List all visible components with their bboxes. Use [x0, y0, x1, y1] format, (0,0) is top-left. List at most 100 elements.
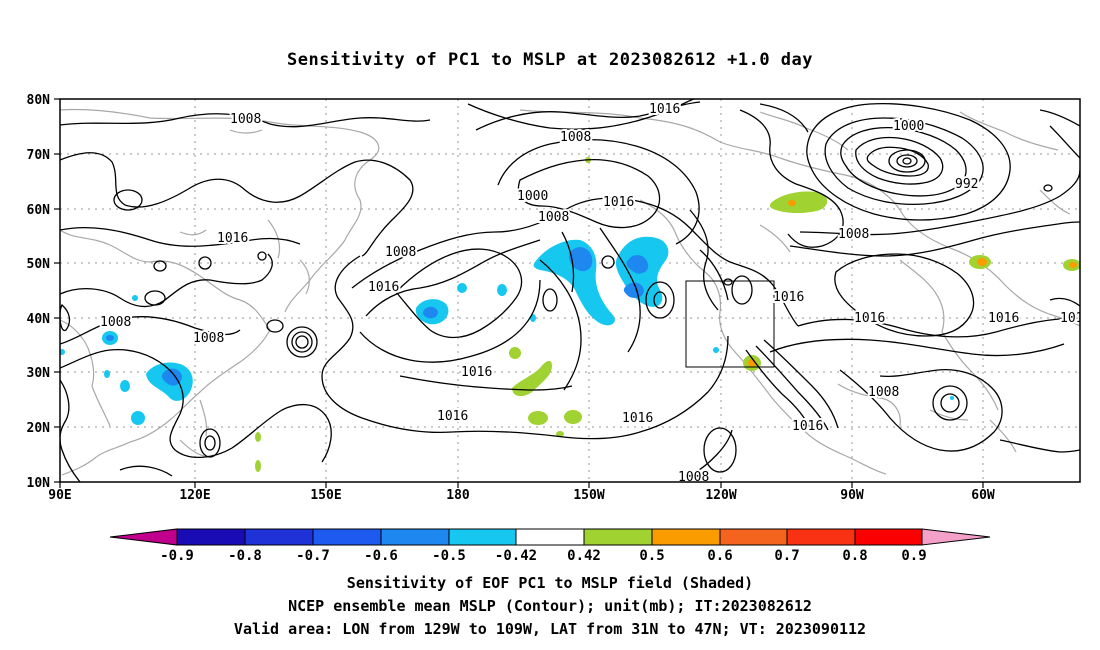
colorbar-segment [651, 528, 721, 546]
negative-region [120, 380, 130, 392]
map-title: Sensitivity of PC1 to MSLP at 2023082612… [286, 50, 813, 70]
colorbar-segment [583, 528, 653, 546]
colorbar-segment [854, 528, 923, 546]
contour-label: 1008 [868, 385, 899, 400]
colorbar-label: 0.5 [639, 548, 664, 564]
lat-label: 20N [27, 421, 51, 436]
contour-label: 1016 [603, 195, 634, 210]
negative-region [161, 368, 182, 386]
lat-label: 60N [27, 203, 51, 218]
colorbar-segment [176, 528, 246, 546]
contour-label: 1016 [368, 280, 399, 295]
contour-label: 992 [955, 177, 978, 192]
contour-label: 1016 [461, 365, 492, 380]
contour-label: 1016 [1060, 311, 1091, 326]
contour-label: 1008 [678, 470, 709, 485]
lon-label: 120E [179, 488, 210, 503]
negative-region [60, 349, 65, 355]
contour-label: 1016 [792, 419, 823, 434]
positive-region [788, 200, 796, 206]
colorbar-label: -0.8 [228, 548, 262, 564]
contour-label: 1016 [854, 311, 885, 326]
positive-region [564, 410, 582, 424]
contour-label: 1016 [649, 102, 680, 117]
positive-region [1069, 262, 1077, 268]
negative-region [626, 255, 649, 274]
colorbar-segment [380, 528, 450, 546]
positive-region [255, 460, 261, 472]
lat-lon-grid [60, 99, 1080, 482]
colorbar-label: -0.6 [364, 548, 398, 564]
colorbar-label: 0.9 [901, 548, 926, 564]
colorbar-segment [921, 528, 991, 546]
colorbar-segment [312, 528, 382, 546]
contour-label: 1008 [538, 210, 569, 225]
valid-area-box [685, 280, 775, 368]
positive-region [255, 432, 261, 442]
negative-region [422, 306, 438, 319]
colorbar-segment [786, 528, 856, 546]
lat-label: 10N [27, 476, 51, 491]
lat-label: 40N [27, 312, 51, 327]
contour-label: 1008 [560, 130, 591, 145]
lon-label: 90E [48, 488, 71, 503]
colorbar-label: 0.7 [774, 548, 799, 564]
negative-region [623, 282, 644, 298]
negative-region [131, 411, 145, 425]
lon-label: 150E [310, 488, 341, 503]
negative-region [950, 396, 954, 400]
contour-label: 1016 [988, 311, 1019, 326]
lat-label: 30N [27, 366, 51, 381]
positive-region [512, 360, 552, 397]
colorbar-label: -0.5 [432, 548, 466, 564]
contour-label: 1016 [622, 411, 653, 426]
colorbar-segment [109, 528, 178, 546]
negative-region [104, 370, 110, 378]
colorbar-segment [515, 528, 585, 546]
negative-region [132, 295, 138, 301]
colorbar-segment [244, 528, 314, 546]
contour-label: 1016 [773, 290, 804, 305]
negative-region [569, 247, 593, 272]
negative-region [457, 283, 467, 293]
positive-region [509, 347, 521, 359]
negative-region [497, 284, 507, 296]
lat-label: 70N [27, 148, 51, 163]
contour-label: 1000 [893, 119, 924, 134]
lon-label: 60W [971, 488, 995, 503]
lon-label: 180 [446, 488, 470, 503]
positive-region [556, 431, 564, 437]
sensitivity-shading [60, 157, 1080, 472]
caption-line-1: Sensitivity of EOF PC1 to MSLP field (Sh… [346, 574, 754, 592]
colorbar-label: 0.6 [707, 548, 732, 564]
colorbar-label: 0.8 [842, 548, 867, 564]
contour-label: 1016 [217, 231, 248, 246]
colorbar-segment [448, 528, 517, 546]
colorbar-segment [719, 528, 788, 546]
negative-region [106, 335, 114, 341]
lat-label: 80N [27, 93, 51, 108]
positive-region [977, 258, 987, 266]
positive-region [769, 191, 828, 213]
colorbar-label: -0.9 [160, 548, 194, 564]
contour-label: 1008 [838, 227, 869, 242]
colorbar [109, 528, 991, 546]
colorbar-label: -0.7 [296, 548, 330, 564]
contour-label: 1008 [193, 331, 224, 346]
lat-label: 50N [27, 257, 51, 272]
colorbar-label: -0.42 [495, 548, 537, 564]
map-frame [59, 98, 1081, 483]
contour-label: 1016 [437, 409, 468, 424]
lon-label: 150W [573, 488, 604, 503]
coastlines [60, 108, 1080, 476]
lon-label: 90W [840, 488, 864, 503]
positive-region [528, 411, 548, 425]
contour-label: 1008 [100, 315, 131, 330]
contour-labels: 1008 1016 1008 1016 1000 1008 992 1008 1… [98, 100, 1091, 485]
contour-label: 1000 [517, 189, 548, 204]
mslp-contours [60, 99, 1080, 482]
caption-line-2: NCEP ensemble mean MSLP (Contour); unit(… [288, 597, 812, 615]
colorbar-label: 0.42 [567, 548, 601, 564]
caption-line-3: Valid area: LON from 129W to 109W, LAT f… [233, 620, 867, 638]
